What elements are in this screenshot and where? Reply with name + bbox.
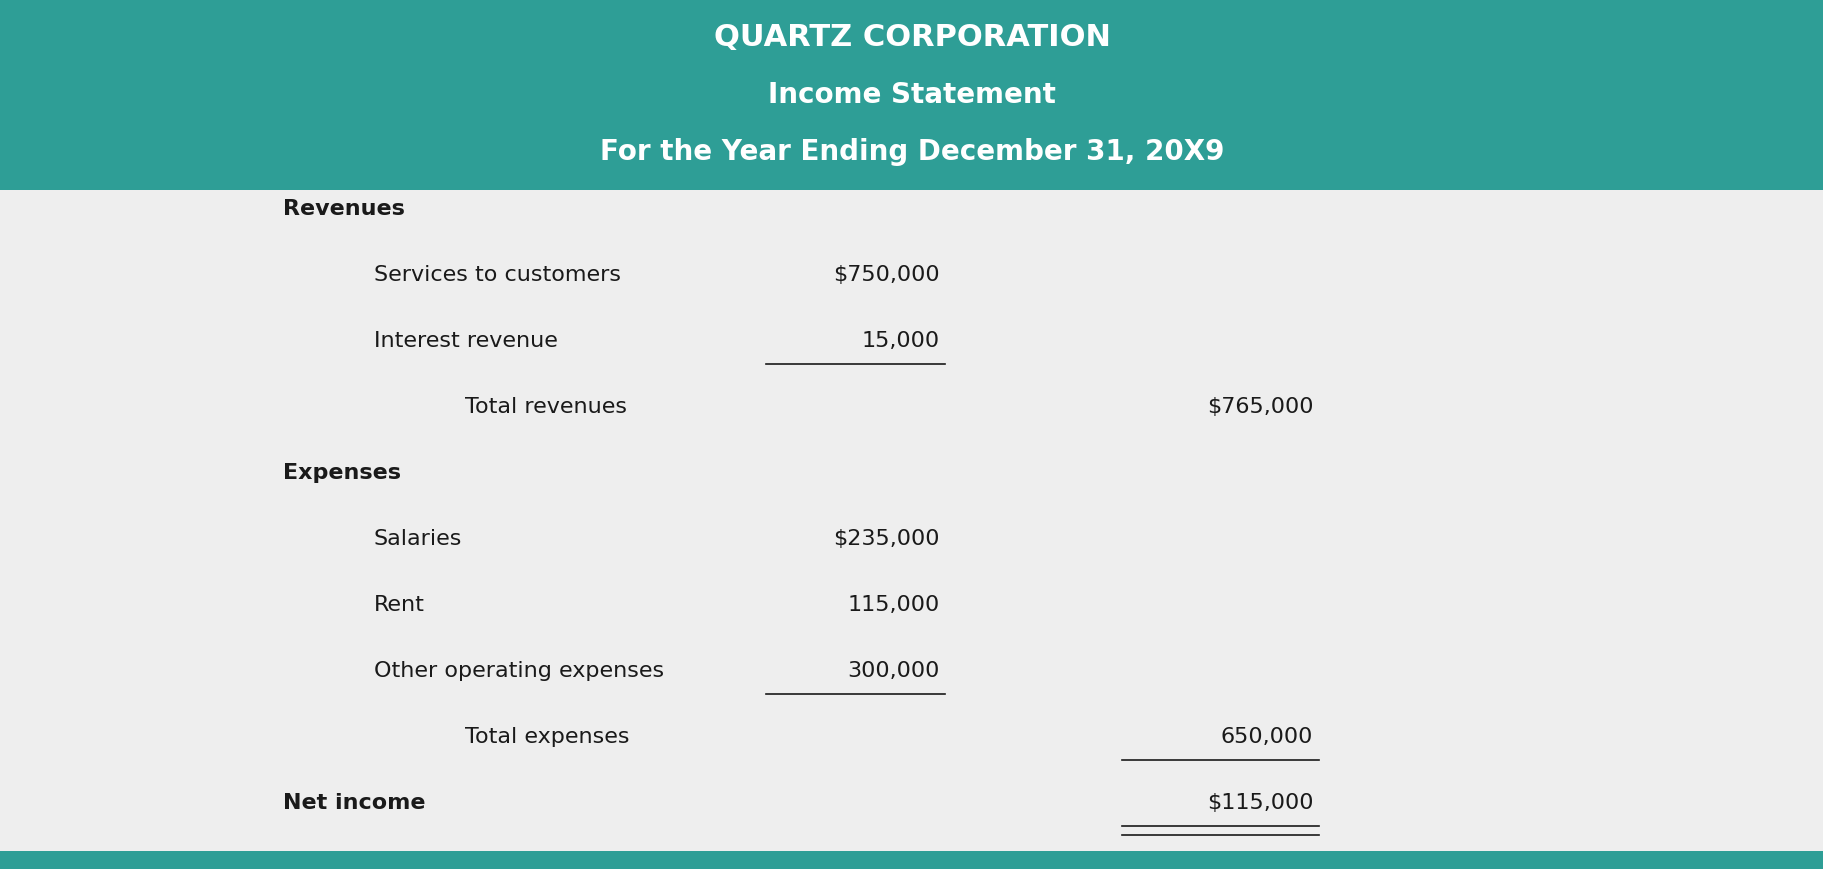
Text: Revenues: Revenues [283, 198, 405, 219]
Text: 650,000: 650,000 [1220, 726, 1313, 747]
Text: 300,000: 300,000 [846, 660, 939, 681]
Text: $765,000: $765,000 [1207, 396, 1313, 417]
Text: Net income: Net income [283, 793, 425, 813]
Text: Other operating expenses: Other operating expenses [374, 660, 664, 681]
Text: Total expenses: Total expenses [465, 726, 629, 747]
Text: Expenses: Expenses [283, 462, 401, 483]
Text: 15,000: 15,000 [860, 330, 939, 351]
Bar [0, 0, 1823, 190]
Text: $235,000: $235,000 [833, 528, 939, 549]
Text: Rent: Rent [374, 594, 425, 615]
Text: $750,000: $750,000 [833, 264, 939, 285]
Text: QUARTZ CORPORATION: QUARTZ CORPORATION [713, 23, 1110, 52]
Text: Interest revenue: Interest revenue [374, 330, 558, 351]
Text: 115,000: 115,000 [846, 594, 939, 615]
Text: Services to customers: Services to customers [374, 264, 620, 285]
Text: Salaries: Salaries [374, 528, 461, 549]
Text: $115,000: $115,000 [1207, 793, 1313, 813]
Text: For the Year Ending December 31, 20X9: For the Year Ending December 31, 20X9 [600, 138, 1223, 166]
Text: Income Statement: Income Statement [767, 81, 1056, 109]
Bar [0, 851, 1823, 869]
Text: Total revenues: Total revenues [465, 396, 627, 417]
